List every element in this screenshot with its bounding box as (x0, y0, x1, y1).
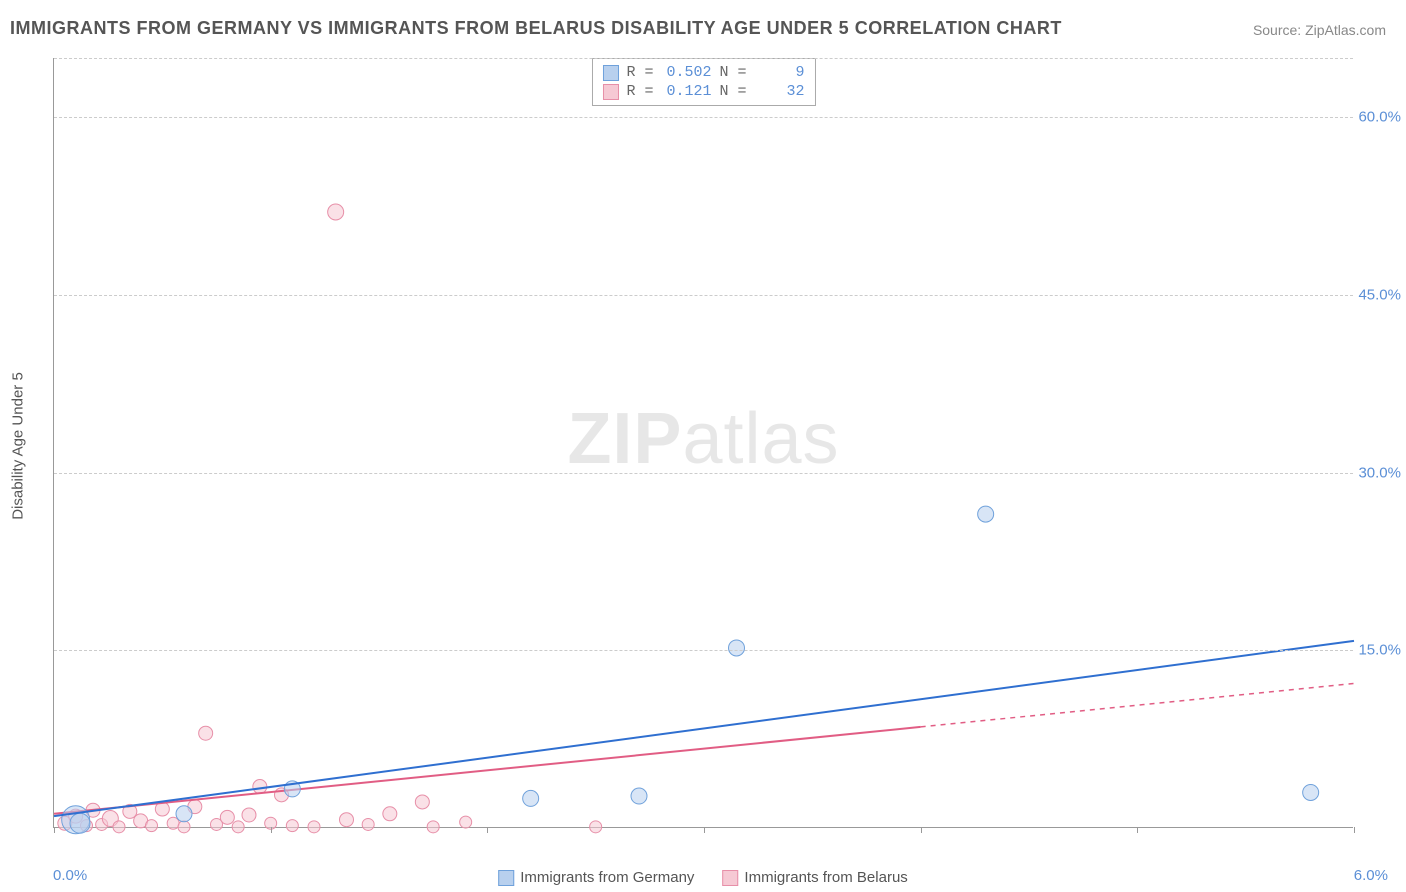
data-point (978, 506, 994, 522)
data-point (590, 821, 602, 833)
data-point (340, 813, 354, 827)
y-tick-label: 60.0% (1358, 109, 1401, 126)
data-point (1303, 784, 1319, 800)
legend-swatch-belarus (722, 870, 738, 886)
source-label: Source: ZipAtlas.com (1253, 22, 1386, 38)
data-point (146, 820, 158, 832)
data-point (178, 821, 190, 833)
x-tick (271, 827, 272, 833)
data-point (427, 821, 439, 833)
y-tick-label: 15.0% (1358, 642, 1401, 659)
data-point (176, 806, 192, 822)
data-point (415, 795, 429, 809)
data-point (242, 808, 256, 822)
data-point (70, 813, 90, 833)
x-tick (704, 827, 705, 833)
legend-series: Immigrants from Germany Immigrants from … (498, 869, 908, 886)
legend-item-belarus: Immigrants from Belarus (722, 869, 907, 886)
data-point (631, 788, 647, 804)
data-point (362, 818, 374, 830)
gridline (54, 117, 1353, 118)
data-point (286, 820, 298, 832)
x-axis-min-label: 0.0% (53, 867, 87, 884)
data-point (460, 816, 472, 828)
gridline (54, 295, 1353, 296)
legend-item-germany: Immigrants from Germany (498, 869, 694, 886)
data-point (220, 810, 234, 824)
gridline (54, 650, 1353, 651)
legend-label: Immigrants from Belarus (744, 869, 907, 886)
y-tick-label: 45.0% (1358, 286, 1401, 303)
x-tick (54, 827, 55, 833)
plot-area: ZIPatlas R = 0.502 N = 9 R = 0.121 N = 3… (53, 58, 1353, 828)
trend-line (54, 641, 1354, 816)
trend-line (54, 727, 921, 814)
data-point (308, 821, 320, 833)
data-point (199, 726, 213, 740)
x-tick (1137, 827, 1138, 833)
data-point (729, 640, 745, 656)
data-point (383, 807, 397, 821)
data-point (232, 821, 244, 833)
chart-title: IMMIGRANTS FROM GERMANY VS IMMIGRANTS FR… (10, 18, 1062, 39)
x-tick (921, 827, 922, 833)
x-axis-max-label: 6.0% (1354, 867, 1388, 884)
gridline (54, 58, 1353, 59)
data-point (523, 790, 539, 806)
x-tick (1354, 827, 1355, 833)
data-point (253, 780, 267, 794)
gridline (54, 473, 1353, 474)
y-tick-label: 30.0% (1358, 464, 1401, 481)
legend-label: Immigrants from Germany (520, 869, 694, 886)
y-axis-label: Disability Age Under 5 (10, 372, 27, 520)
x-tick (487, 827, 488, 833)
data-point (113, 821, 125, 833)
data-point (328, 204, 344, 220)
legend-swatch-germany (498, 870, 514, 886)
plot-svg (54, 58, 1353, 827)
chart-container: IMMIGRANTS FROM GERMANY VS IMMIGRANTS FR… (0, 0, 1406, 892)
